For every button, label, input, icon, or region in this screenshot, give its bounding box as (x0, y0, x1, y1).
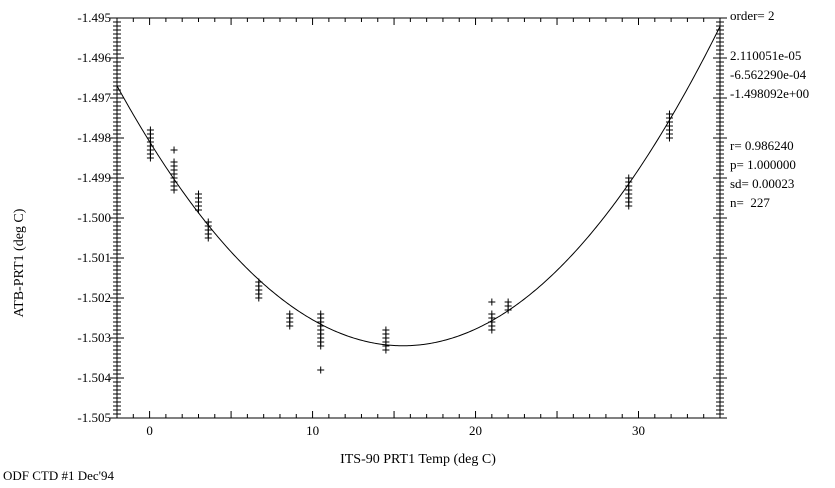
x-tick-label: 0 (146, 423, 153, 438)
data-point (194, 206, 202, 214)
y-tick-label: -1.497 (77, 90, 111, 105)
data-point (317, 342, 325, 350)
footer-caption: ODF CTD #1 Dec'94 (3, 468, 115, 483)
fit-sd: sd= 0.00023 (730, 176, 795, 191)
data-point (146, 154, 154, 162)
y-tick-label: -1.501 (77, 250, 111, 265)
data-point (255, 294, 263, 302)
axis-tick-labels: 0 10 20 30 -1.495 -1.496 -1.497 -1.498 -1.499 -1.… (77, 10, 645, 438)
data-point (625, 202, 633, 210)
y-tick-label: -1.498 (77, 130, 111, 145)
fit-r: r= 0.986240 (730, 138, 794, 153)
data-point (665, 134, 673, 142)
data-point (504, 306, 512, 314)
fit-coefficient-3: -1.498092e+00 (730, 86, 810, 101)
fit-order: order= 2 (730, 8, 775, 23)
fit-curve (116, 26, 721, 347)
data-point (170, 186, 178, 194)
y-tick-label: -1.499 (77, 170, 111, 185)
y-tick-label: -1.504 (77, 370, 111, 385)
data-point (488, 326, 496, 334)
x-tick-label: 10 (306, 423, 319, 438)
y-tick-label: -1.495 (77, 10, 111, 25)
data-point (382, 346, 390, 354)
data-point (286, 322, 294, 330)
y-tick-label: -1.500 (77, 210, 111, 225)
y-tick-label: -1.503 (77, 330, 111, 345)
y-axis-label: ATB-PRT1 (deg C) (12, 208, 27, 318)
data-point (170, 146, 178, 154)
data-point (317, 366, 325, 374)
fit-coefficient-1: 2.110051e-05 (730, 48, 802, 63)
y-tick-label: -1.496 (77, 50, 111, 65)
axis-ticks (110, 17, 727, 419)
x-tick-label: 30 (632, 423, 645, 438)
fit-p: p= 1.000000 (730, 157, 796, 172)
data-point (204, 234, 212, 242)
plot-frame (116, 17, 721, 419)
fit-n: n= 227 (730, 195, 770, 210)
data-point (488, 298, 496, 306)
fit-coefficient-2: -6.562290e-04 (730, 67, 807, 82)
x-axis-label: ITS-90 PRT1 Temp (deg C) (340, 452, 496, 467)
y-tick-label: -1.502 (77, 290, 111, 305)
y-tick-label: -1.505 (77, 410, 111, 425)
x-tick-label: 20 (469, 423, 482, 438)
data-points (146, 110, 673, 374)
